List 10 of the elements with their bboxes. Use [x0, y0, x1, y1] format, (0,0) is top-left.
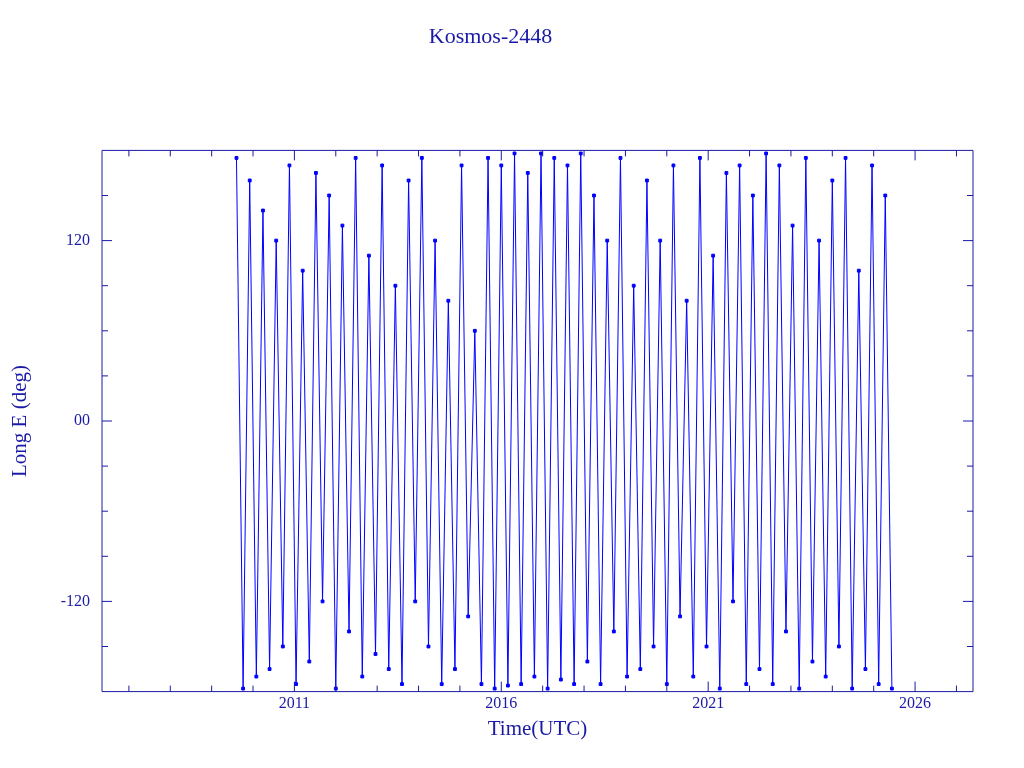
chart-title: Kosmos-2448	[428, 22, 553, 48]
x-tick-label: 2011	[278, 694, 311, 712]
x-tick-label: 2026	[899, 694, 932, 712]
x-tick-label: 2016	[485, 694, 518, 712]
y-axis-title: Long E (deg)	[7, 365, 32, 477]
y-tick-label: -120	[60, 591, 90, 609]
y-tick-label: 00	[74, 411, 90, 429]
x-axis-title: Time(UTC)	[487, 715, 588, 740]
x-tick-label: 2021	[692, 694, 725, 712]
y-tick-label: 120	[66, 230, 90, 248]
